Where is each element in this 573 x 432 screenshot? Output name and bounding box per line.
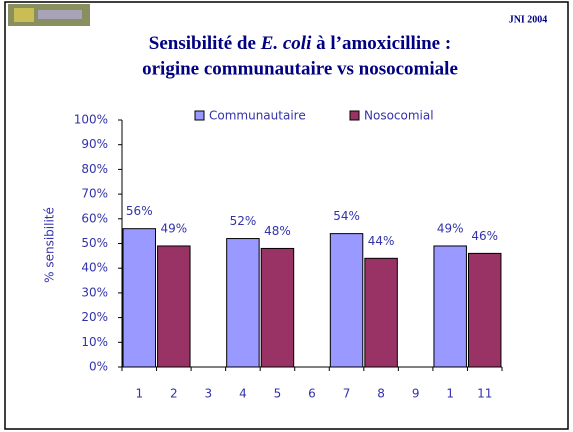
- y-axis-label: % sensibilité: [43, 207, 57, 283]
- x-tick-label: 8: [377, 387, 385, 401]
- x-tick-label: 1: [135, 387, 143, 401]
- bar: [329, 233, 364, 368]
- x-tick-label: 5: [274, 387, 282, 401]
- y-tick-label: 90%: [81, 137, 108, 151]
- y-tick-label: 30%: [81, 285, 108, 299]
- y-tick-label: 50%: [81, 236, 108, 250]
- y-tick-label: 60%: [81, 211, 108, 225]
- logo: [8, 4, 90, 26]
- value-label: 49%: [160, 221, 187, 235]
- title-part: E. coli: [260, 33, 312, 54]
- y-tick-label: 20%: [81, 310, 108, 324]
- title-part: à l’amoxicilline :: [316, 33, 451, 54]
- bar: [433, 245, 467, 368]
- y-tick-label: 10%: [81, 335, 108, 349]
- bar: [260, 247, 295, 368]
- header-note: JNI 2004: [509, 14, 548, 25]
- legend-swatch: [194, 110, 205, 121]
- bar: [364, 257, 398, 368]
- legend-label: Communautaire: [209, 109, 306, 123]
- bar: [122, 228, 157, 368]
- legend-swatch: [349, 110, 360, 121]
- bar: [157, 245, 191, 368]
- bar: [226, 238, 260, 368]
- x-tick-label: 11: [477, 387, 492, 401]
- y-tick-label: 70%: [81, 187, 108, 201]
- value-label: 56%: [126, 204, 153, 218]
- x-tick-label: 2: [170, 387, 178, 401]
- legend-label: Nosocomial: [364, 109, 434, 123]
- title-part: Sensibilité de: [149, 33, 256, 54]
- x-tick-label: 7: [343, 387, 351, 401]
- x-tick-label: 3: [205, 387, 213, 401]
- value-label: 52%: [230, 214, 257, 228]
- y-tick-label: 0%: [89, 360, 108, 374]
- chart-title: Sensibilité de E. coli à l’amoxicilline …: [149, 33, 451, 54]
- y-tick-label: 80%: [81, 162, 108, 176]
- y-tick-label: 100%: [74, 113, 108, 127]
- value-label: 44%: [368, 234, 395, 248]
- x-tick-label: 1: [446, 387, 454, 401]
- x-tick-label: 4: [239, 387, 247, 401]
- value-label: 48%: [264, 224, 291, 238]
- x-tick-label: 6: [308, 387, 316, 401]
- bar: [467, 252, 502, 368]
- value-label: 46%: [471, 229, 498, 243]
- value-label: 54%: [333, 209, 360, 223]
- y-tick-label: 40%: [81, 261, 108, 275]
- value-label: 49%: [437, 221, 464, 235]
- x-tick-label: 9: [412, 387, 420, 401]
- chart-subtitle: origine communautaire vs nosocomiale: [142, 58, 458, 79]
